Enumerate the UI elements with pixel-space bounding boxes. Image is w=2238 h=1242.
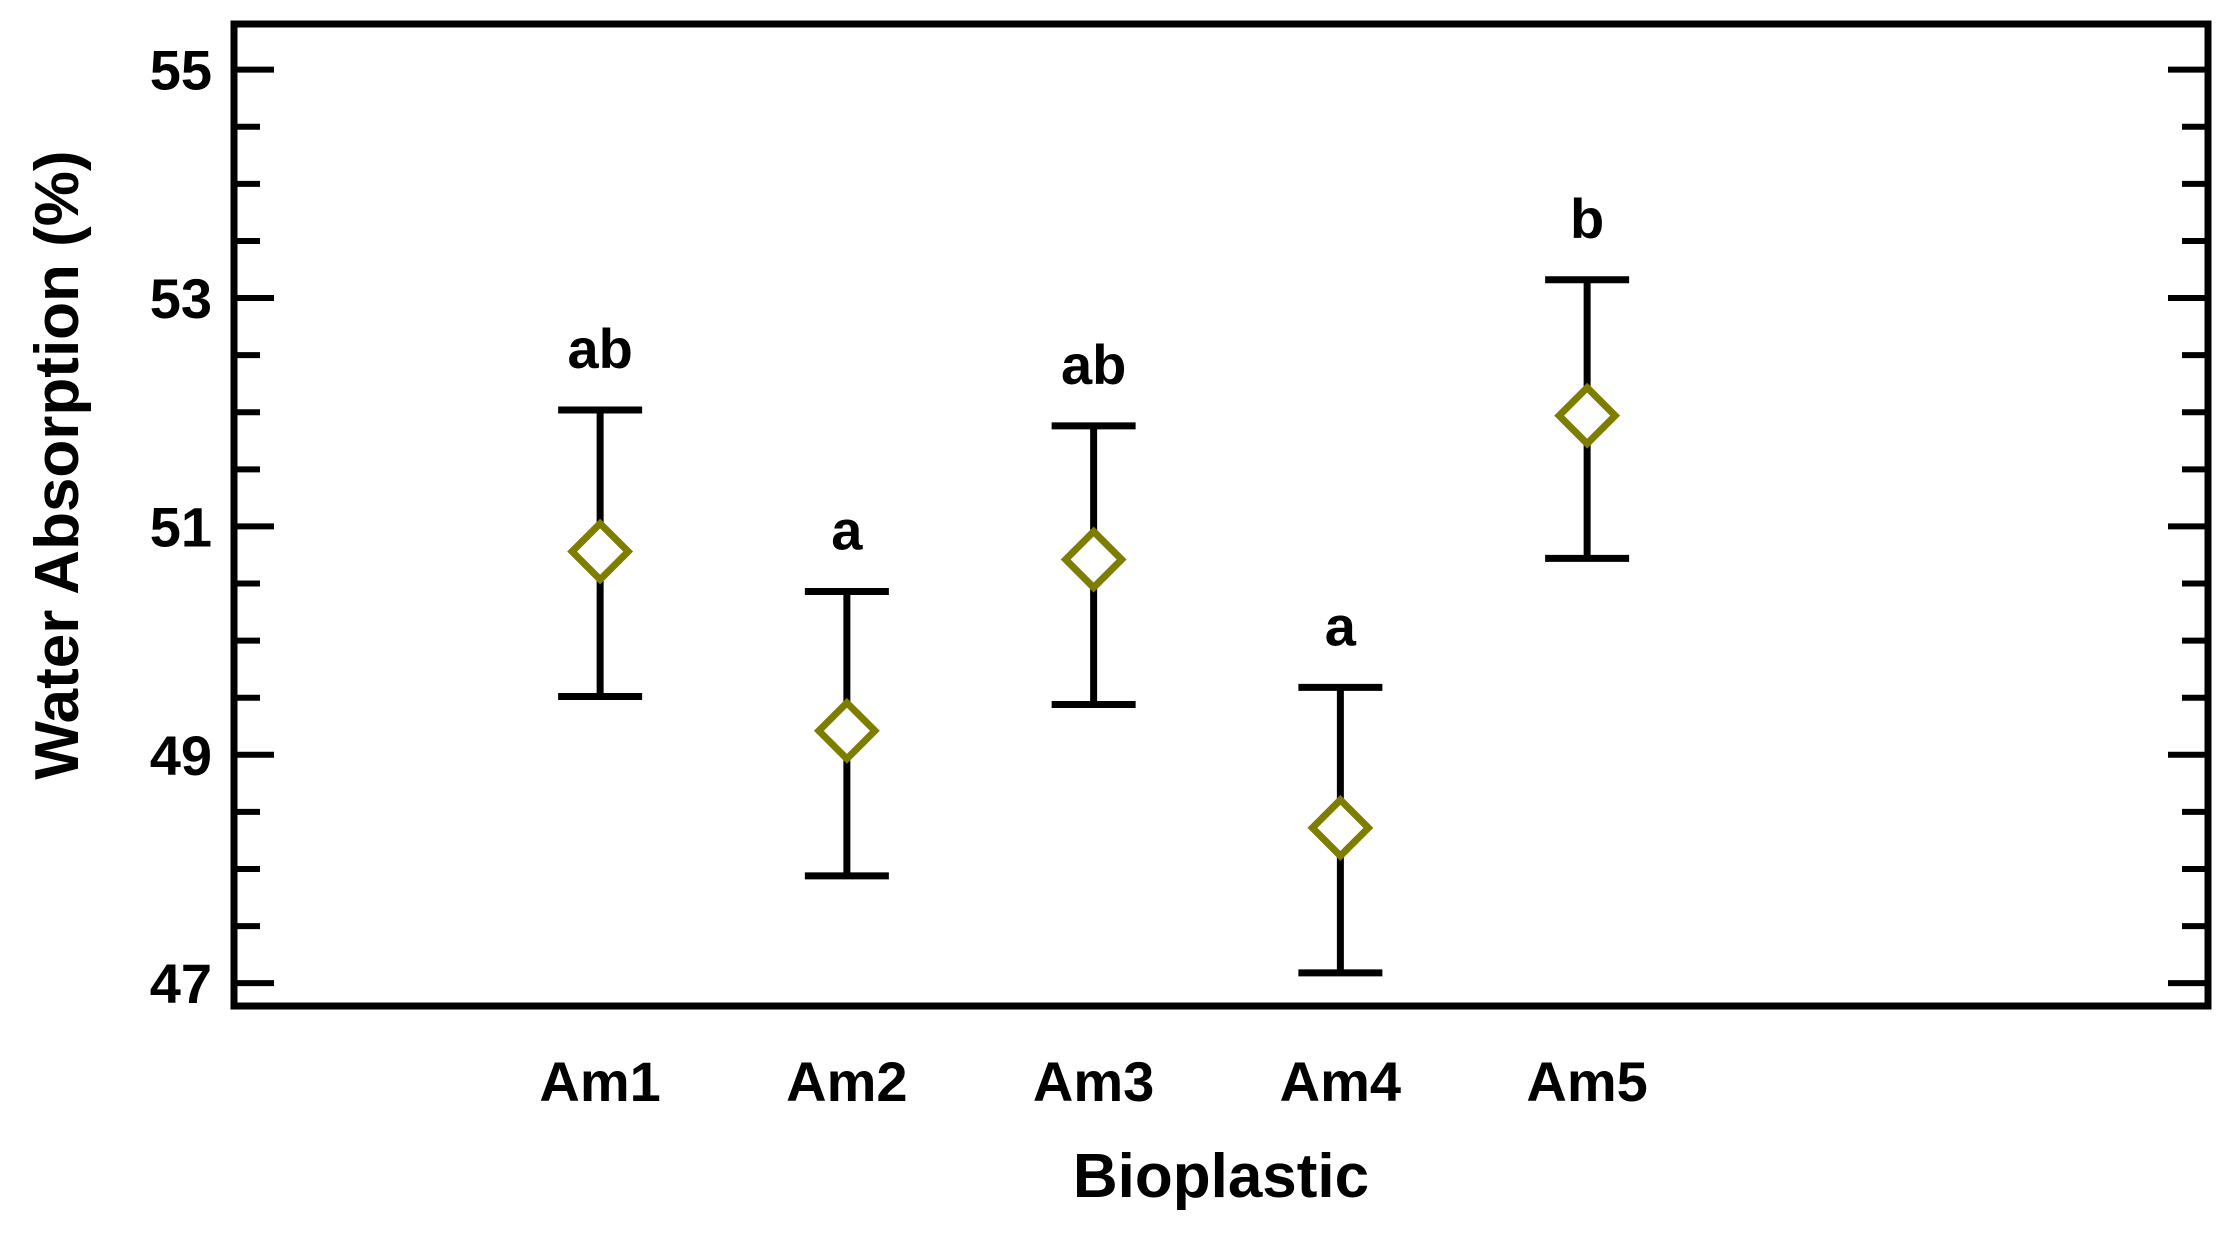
x-tick-label: Am4 <box>1280 1050 1401 1113</box>
x-tick-label: Am3 <box>1033 1050 1154 1113</box>
group-letter: a <box>831 499 863 562</box>
mean-marker <box>567 518 634 585</box>
x-tick-labels: Am1 Am2 Am3 Am4 Am5 <box>539 1050 1647 1113</box>
group-letter: a <box>1325 594 1357 657</box>
mean-marker <box>1554 382 1621 449</box>
group-letter: ab <box>567 317 632 380</box>
y-tick-label: 53 <box>150 267 212 330</box>
mean-marker <box>1060 526 1127 593</box>
mean-marker <box>1307 794 1374 861</box>
y-ticks <box>234 66 2208 987</box>
group-letter: ab <box>1061 333 1126 396</box>
mean-marker <box>813 697 880 764</box>
x-tick-label: Am1 <box>539 1050 660 1113</box>
y-axis-title: Water Absorption (%) <box>23 150 92 779</box>
y-tick-label: 55 <box>150 39 212 102</box>
data-points <box>567 382 1621 861</box>
x-tick-label: Am2 <box>786 1050 907 1113</box>
x-tick-label: Am5 <box>1526 1050 1647 1113</box>
y-tick-labels: 47 49 51 53 55 <box>150 39 212 1015</box>
group-letter: b <box>1570 187 1604 250</box>
y-tick-label: 51 <box>150 495 212 558</box>
y-tick-label: 47 <box>150 952 212 1015</box>
x-axis-title: Bioplastic <box>1073 1142 1369 1211</box>
y-tick-label: 49 <box>150 724 212 787</box>
plot-frame <box>230 20 2212 1010</box>
